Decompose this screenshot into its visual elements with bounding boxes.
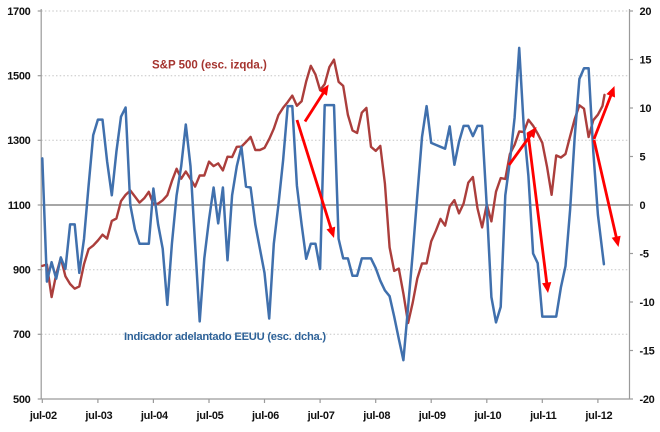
svg-text:jul-02: jul-02 (29, 410, 57, 422)
svg-text:15: 15 (640, 54, 652, 66)
svg-text:1500: 1500 (7, 71, 30, 83)
svg-text:1300: 1300 (7, 135, 30, 147)
svg-text:20: 20 (640, 6, 652, 18)
svg-text:500: 500 (13, 394, 31, 406)
svg-text:-15: -15 (640, 345, 655, 357)
svg-text:jul-09: jul-09 (418, 410, 446, 422)
svg-text:S&P 500 (esc. izqda.): S&P 500 (esc. izqda.) (152, 60, 267, 72)
svg-text:jul-11: jul-11 (529, 410, 557, 422)
svg-text:jul-04: jul-04 (140, 410, 169, 422)
svg-text:700: 700 (13, 329, 31, 341)
svg-text:jul-06: jul-06 (251, 410, 279, 422)
svg-text:jul-03: jul-03 (84, 410, 112, 422)
svg-text:jul-10: jul-10 (473, 410, 501, 422)
svg-text:-5: -5 (640, 248, 649, 260)
svg-text:jul-05: jul-05 (196, 410, 224, 422)
svg-text:5: 5 (640, 151, 646, 163)
svg-text:-20: -20 (640, 394, 655, 406)
svg-text:1100: 1100 (8, 200, 31, 212)
svg-text:900: 900 (13, 265, 31, 277)
svg-text:0: 0 (640, 200, 646, 212)
svg-text:1700: 1700 (7, 6, 30, 18)
svg-text:jul-08: jul-08 (362, 410, 390, 422)
svg-text:jul-07: jul-07 (307, 410, 335, 422)
svg-text:Indicador adelantado EEUU (esc: Indicador adelantado EEUU (esc. dcha.) (124, 331, 326, 343)
svg-text:10: 10 (640, 103, 652, 115)
svg-text:jul-12: jul-12 (584, 410, 612, 422)
svg-text:-10: -10 (640, 297, 655, 309)
